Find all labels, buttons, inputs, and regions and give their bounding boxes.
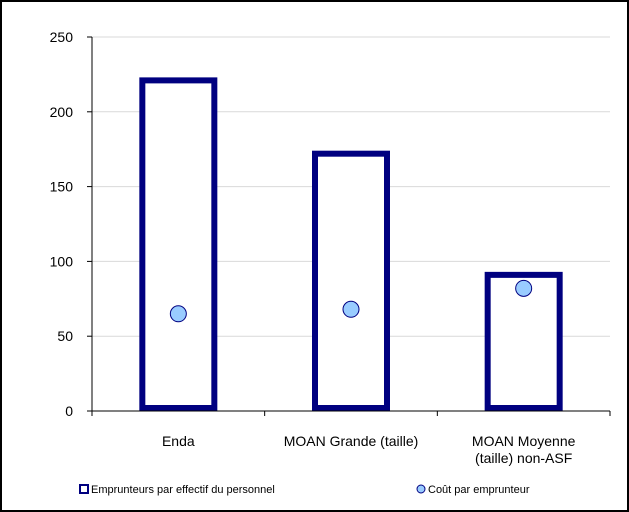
y-tick-label: 250 — [50, 29, 74, 45]
legend-point-label: Coût par emprunteur — [428, 484, 530, 496]
y-tick-label: 200 — [50, 104, 74, 120]
x-tick-label: (taille) non-ASF — [475, 450, 572, 466]
y-tick-label: 50 — [57, 328, 73, 344]
y-tick-label: 0 — [65, 403, 73, 419]
scatter-series — [169, 279, 533, 323]
bar — [312, 150, 390, 411]
bar — [484, 271, 563, 412]
x-tick-label: MOAN Grande (taille) — [284, 433, 419, 449]
data-point — [342, 300, 360, 318]
axes — [87, 36, 611, 416]
tick-labels: 0 50 100 150 200 250 Enda MOAN Grande (taille) M… — [50, 29, 576, 466]
y-tick-label: 100 — [50, 253, 74, 269]
data-point — [169, 305, 187, 323]
y-tick-label: 150 — [50, 179, 74, 195]
legend: Emprunteurs par effectif du personnel Co… — [79, 484, 530, 496]
legend-bar-swatch — [79, 484, 89, 494]
x-tick-label: Enda — [162, 433, 195, 449]
bar — [139, 77, 218, 411]
data-point — [515, 279, 533, 297]
bar-series — [139, 77, 563, 412]
legend-bar-label: Emprunteurs par effectif du personnel — [91, 484, 275, 496]
x-tick-label: MOAN Moyenne — [472, 433, 576, 449]
legend-point-swatch — [416, 484, 426, 494]
